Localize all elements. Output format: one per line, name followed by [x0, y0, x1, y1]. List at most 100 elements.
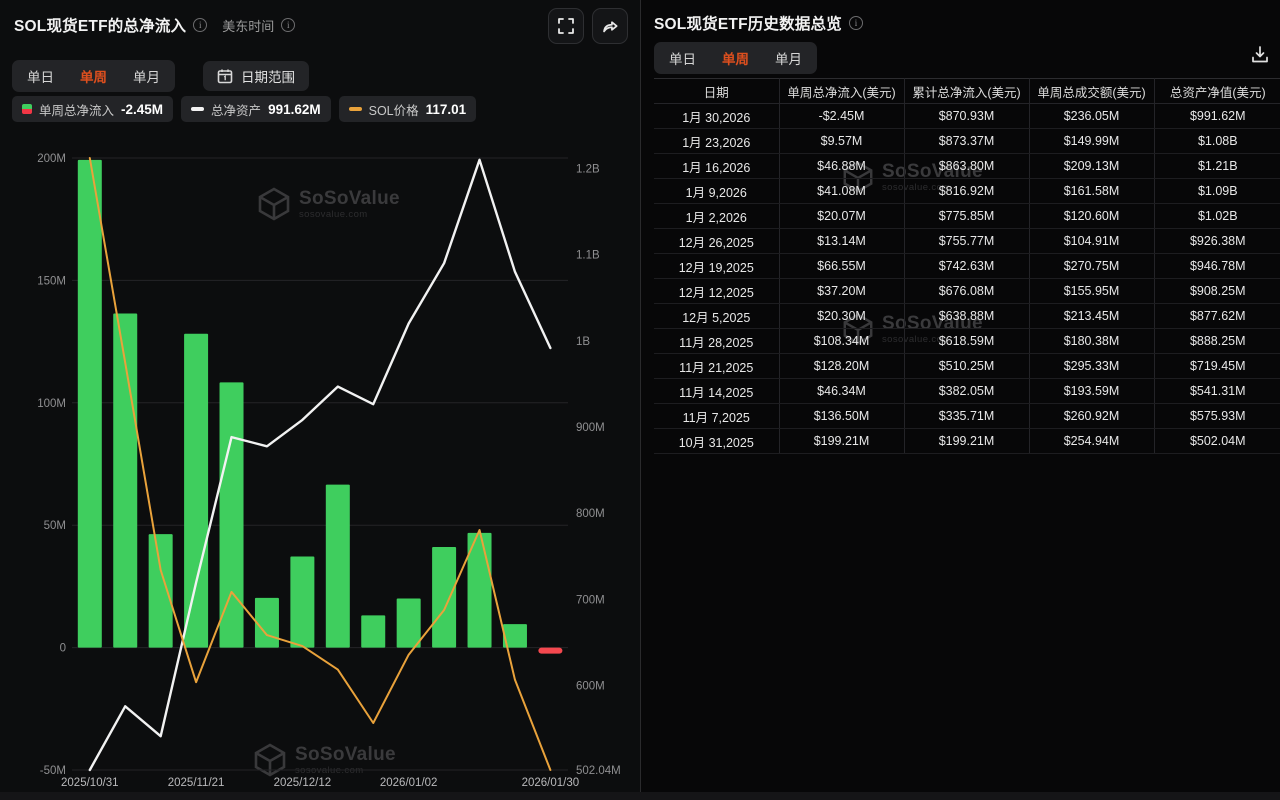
inflow-bar[interactable] — [219, 382, 244, 648]
legend-item[interactable]: SOL价格 117.01 — [338, 96, 477, 122]
tab-weekly[interactable]: 单周 — [67, 62, 120, 90]
info-icon[interactable] — [193, 18, 208, 32]
legend-item[interactable]: 总净资产 991.62M — [181, 96, 331, 122]
inflow-bar[interactable] — [184, 333, 209, 648]
orange-dash-icon — [348, 106, 362, 112]
inflow-bar[interactable] — [502, 624, 527, 648]
table-controls: 单日 单周 单月 — [654, 42, 817, 74]
table-cell: $1.21B — [1154, 153, 1280, 179]
table-cell: $108.34M — [779, 328, 905, 354]
table-cell: $1.09B — [1154, 178, 1280, 204]
chart-controls: 单日 单周 单月 日期范围 — [12, 60, 309, 92]
table-cell: $199.21M — [904, 428, 1030, 454]
table-cell: $104.91M — [1029, 228, 1155, 254]
column-header: 总资产净值(美元) — [1154, 78, 1280, 104]
table-cell: $877.62M — [1154, 303, 1280, 329]
legend-label: 总净资产 — [211, 103, 262, 118]
table-cell: 1月 2,2026 — [654, 203, 780, 229]
tab-monthly[interactable]: 单月 — [762, 44, 815, 72]
chart-actions — [548, 8, 628, 44]
tab-daily[interactable]: 单日 — [656, 44, 709, 72]
chart-title: SOL现货ETF的总净流入 — [14, 18, 187, 35]
date-range-label: 日期范围 — [241, 70, 295, 85]
inflow-bar[interactable] — [361, 615, 386, 648]
inflow-bar[interactable] — [77, 159, 102, 648]
column-header: 单周总成交额(美元) — [1029, 78, 1155, 104]
right-axis-tick: 900M — [576, 422, 605, 434]
table-cell: $155.95M — [1029, 278, 1155, 304]
table-cell: $870.93M — [904, 103, 1030, 129]
table-cell: 10月 31,2025 — [654, 428, 780, 454]
right-axis-tick: 502.04M — [576, 765, 621, 777]
table-cell: $742.63M — [904, 253, 1030, 279]
inflow-bar[interactable] — [538, 647, 563, 654]
nav-line[interactable] — [88, 158, 552, 772]
table-cell: 12月 19,2025 — [654, 253, 780, 279]
period-tabs: 单日 单周 单月 — [654, 42, 817, 74]
table-cell: $180.38M — [1029, 328, 1155, 354]
table-cell: $719.45M — [1154, 353, 1280, 379]
column-header: 累计总净流入(美元) — [904, 78, 1030, 104]
table-cell: 11月 14,2025 — [654, 378, 780, 404]
combo-chart[interactable]: 200M 150M 100M 50M 0 -50M 1.2B 1.1B 1B 900M 800M 70… — [0, 128, 640, 800]
inflow-bar[interactable] — [148, 534, 173, 648]
table-cell: 11月 7,2025 — [654, 403, 780, 429]
inflow-bar[interactable] — [325, 484, 350, 648]
price-line[interactable] — [88, 157, 552, 771]
left-axis-tick: 150M — [37, 275, 66, 287]
table-cell: 12月 12,2025 — [654, 278, 780, 304]
date-range-button[interactable]: 日期范围 — [203, 61, 309, 91]
table-cell: $161.58M — [1029, 178, 1155, 204]
left-axis-tick: 200M — [37, 153, 66, 165]
legend-label: SOL价格 — [368, 103, 419, 118]
table-row: 10月 31,2025 $199.21M $199.21M $254.94M $502.… — [654, 428, 1280, 454]
right-axis-tick: 800M — [576, 508, 605, 520]
table-cell: $1.08B — [1154, 128, 1280, 154]
table-cell: $66.55M — [779, 253, 905, 279]
table-cell: $335.71M — [904, 403, 1030, 429]
table-cell: $541.31M — [1154, 378, 1280, 404]
table-cell: -$2.45M — [779, 103, 905, 129]
tab-daily[interactable]: 单日 — [14, 62, 67, 90]
download-button[interactable] — [1249, 44, 1271, 69]
tab-monthly[interactable]: 单月 — [120, 62, 173, 90]
inflow-bar[interactable] — [467, 532, 492, 648]
info-icon[interactable] — [848, 16, 863, 30]
table-cell: $20.30M — [779, 303, 905, 329]
table-row: 12月 5,2025 $20.30M $638.88M $213.45M $877.62… — [654, 303, 1280, 329]
inflow-bar[interactable] — [290, 556, 315, 648]
fullscreen-button[interactable] — [548, 8, 584, 44]
share-icon — [602, 20, 618, 32]
legend-value: 991.62M — [268, 101, 321, 117]
timezone-label: 美东时间 — [222, 18, 275, 34]
calendar-icon — [217, 69, 233, 84]
table-cell: $1.02B — [1154, 203, 1280, 229]
table-row: 1月 16,2026 $46.88M $863.80M $209.13M $1.21B — [654, 153, 1280, 179]
tab-weekly[interactable]: 单周 — [709, 44, 762, 72]
inflow-bar[interactable] — [254, 597, 279, 648]
right-axis-tick: 1.1B — [576, 250, 600, 262]
table-cell: $13.14M — [779, 228, 905, 254]
table-cell: $888.25M — [1154, 328, 1280, 354]
left-axis-tick: -50M — [40, 765, 66, 777]
info-icon[interactable] — [281, 18, 296, 32]
inflow-bar[interactable] — [396, 598, 421, 648]
table-row: 1月 30,2026 -$2.45M $870.93M $236.05M $991.62… — [654, 103, 1280, 129]
table-cell: $775.85M — [904, 203, 1030, 229]
chart-area: SoSoValue sosovalue.com SoSoValue sosova… — [0, 128, 640, 800]
table-title-row: SOL现货ETF历史数据总览 — [654, 12, 863, 34]
x-axis-tick: 2025/11/21 — [168, 777, 225, 789]
table-cell: $149.99M — [1029, 128, 1155, 154]
table-cell: $926.38M — [1154, 228, 1280, 254]
table-cell: $128.20M — [779, 353, 905, 379]
share-button[interactable] — [592, 8, 628, 44]
history-table: 日期 单周总净流入(美元) 累计总净流入(美元) 单周总成交额(美元) 总资产净值(美元… — [654, 78, 1280, 454]
legend-item[interactable]: 单周总净流入 -2.45M — [12, 96, 174, 122]
fullscreen-icon — [558, 18, 574, 34]
inflow-bar[interactable] — [432, 547, 457, 648]
bottom-scroll-strip[interactable] — [0, 792, 1280, 800]
table-row: 1月 2,2026 $20.07M $775.85M $120.60M $1.02B — [654, 203, 1280, 229]
table-cell: $20.07M — [779, 203, 905, 229]
